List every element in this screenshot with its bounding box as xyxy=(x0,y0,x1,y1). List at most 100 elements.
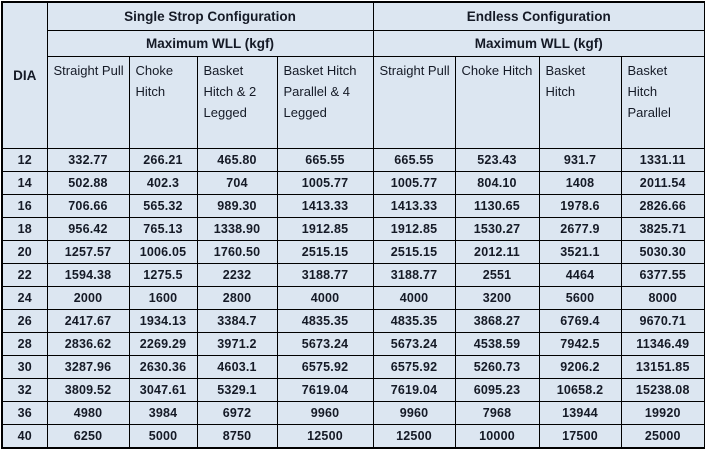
wll-value: 9960 xyxy=(276,401,374,426)
wll-value: 3188.77 xyxy=(276,263,374,288)
table-row: 30 3287.96 2630.36 4603.1 6575.92 6575.92 5260… xyxy=(1,355,705,380)
wll-value: 523.43 xyxy=(454,147,540,173)
col-header-endless-straight-pull: Straight Pull xyxy=(372,56,456,149)
wll-value: 2012.11 xyxy=(454,240,540,265)
wll-value: 3521.1 xyxy=(538,240,622,265)
wll-value: 4538.59 xyxy=(454,332,540,357)
wll-value: 1413.33 xyxy=(372,194,456,219)
wll-value: 1530.27 xyxy=(454,217,540,242)
wll-value: 1006.05 xyxy=(128,240,198,265)
wll-value: 1130.65 xyxy=(454,194,540,219)
wll-value: 7942.5 xyxy=(538,332,622,357)
wll-value: 2011.54 xyxy=(620,171,705,196)
wll-value: 704 xyxy=(196,171,278,196)
table-row: 32 3809.52 3047.61 5329.1 7619.04 7619.04 6095… xyxy=(1,378,705,403)
wll-value: 4000 xyxy=(276,286,374,311)
wll-value: 6575.92 xyxy=(276,355,374,380)
wll-value: 706.66 xyxy=(46,194,130,219)
wll-value: 3287.96 xyxy=(46,355,130,380)
wll-value: 2677.9 xyxy=(538,217,622,242)
wll-value: 3971.2 xyxy=(196,332,278,357)
wll-value: 3825.71 xyxy=(620,217,705,242)
wll-value: 5030.30 xyxy=(620,240,705,265)
wll-value: 5673.24 xyxy=(276,332,374,357)
table-row: 40 6250 5000 8750 12500 12500 10000 17500 25000 xyxy=(1,424,705,449)
section-title-single-strop: Single Strop Configuration xyxy=(46,1,374,31)
dia-value: 22 xyxy=(1,263,48,288)
table-row: 22 1594.38 1275.5 2232 3188.77 3188.77 2551 446… xyxy=(1,263,705,288)
table-row: 26 2417.67 1934.13 3384.7 4835.35 4835.35 3868… xyxy=(1,309,705,334)
table-row: 20 1257.57 1006.05 1760.50 2515.15 2515.15 201… xyxy=(1,240,705,265)
wll-value: 3047.61 xyxy=(128,378,198,403)
table-row: 28 2836.62 2269.29 3971.2 5673.24 5673.24 4538… xyxy=(1,332,705,357)
section-subtitle-row: Maximum WLL (kgf) Maximum WLL (kgf) xyxy=(2,30,705,57)
wll-value: 1934.13 xyxy=(128,309,198,334)
wll-value: 2630.36 xyxy=(128,355,198,380)
col-header-single-straight-pull: Straight Pull xyxy=(46,56,130,149)
wll-value: 804.10 xyxy=(454,171,540,196)
wll-value: 17500 xyxy=(538,424,622,449)
wll-value: 1408 xyxy=(538,171,622,196)
wll-value: 1594.38 xyxy=(46,263,130,288)
dia-value: 26 xyxy=(1,309,48,334)
dia-value: 28 xyxy=(1,332,48,357)
wll-value: 8000 xyxy=(620,286,705,311)
dia-value: 20 xyxy=(1,240,48,265)
subtitle-endless-max-wll: Maximum WLL (kgf) xyxy=(372,30,705,57)
wll-value: 1257.57 xyxy=(46,240,130,265)
wll-value: 5600 xyxy=(538,286,622,311)
wll-value: 6095.23 xyxy=(454,378,540,403)
wll-value: 7968 xyxy=(454,401,540,426)
wll-value: 4000 xyxy=(372,286,456,311)
wll-value: 931.7 xyxy=(538,147,622,173)
wll-value: 2515.15 xyxy=(276,240,374,265)
table-row: 12 332.77 266.21 465.80 665.55 665.55 523.43 93… xyxy=(1,147,705,173)
wll-value: 11346.49 xyxy=(620,332,705,357)
wll-value: 2836.62 xyxy=(46,332,130,357)
wll-value: 1912.85 xyxy=(276,217,374,242)
table-row: 36 4980 3984 6972 9960 9960 7968 13944 19920 xyxy=(1,401,705,426)
wll-value: 9670.71 xyxy=(620,309,705,334)
wll-value: 9960 xyxy=(372,401,456,426)
wll-value: 8750 xyxy=(196,424,278,449)
wll-value: 989.30 xyxy=(196,194,278,219)
wll-value: 2515.15 xyxy=(372,240,456,265)
wll-value: 1760.50 xyxy=(196,240,278,265)
subtitle-single-strop-max-wll: Maximum WLL (kgf) xyxy=(46,30,374,57)
table-header: DIA Single Strop Configuration Endless C… xyxy=(1,1,705,149)
dia-value: 16 xyxy=(1,194,48,219)
wll-value: 2232 xyxy=(196,263,278,288)
dia-value: 40 xyxy=(1,424,48,449)
wll-value: 10658.2 xyxy=(538,378,622,403)
wll-value: 15238.08 xyxy=(620,378,705,403)
col-header-single-basket-hitch-2-legged: Basket Hitch & 2 Legged xyxy=(196,56,278,149)
col-header-endless-choke-hitch: Choke Hitch xyxy=(454,56,540,149)
wll-value: 502.88 xyxy=(46,171,130,196)
wll-value: 4835.35 xyxy=(276,309,374,334)
wll-value: 765.13 xyxy=(128,217,198,242)
wll-value: 6377.55 xyxy=(620,263,705,288)
wll-value: 4835.35 xyxy=(372,309,456,334)
wll-value: 1978.6 xyxy=(538,194,622,219)
wll-value: 13151.85 xyxy=(620,355,705,380)
wll-value: 665.55 xyxy=(372,147,456,173)
wll-value: 402.3 xyxy=(128,171,198,196)
col-header-endless-basket-hitch-parallel: Basket Hitch Parallel xyxy=(620,56,705,149)
wll-value: 10000 xyxy=(454,424,540,449)
col-header-endless-basket-hitch: Basket Hitch xyxy=(538,56,622,149)
wll-value: 6575.92 xyxy=(372,355,456,380)
col-header-single-choke-hitch: Choke Hitch xyxy=(128,56,198,149)
wll-value: 6769.4 xyxy=(538,309,622,334)
wll-value: 2417.67 xyxy=(46,309,130,334)
wll-value: 1005.77 xyxy=(276,171,374,196)
wll-value: 12500 xyxy=(276,424,374,449)
wll-value: 3809.52 xyxy=(46,378,130,403)
table-row: 14 502.88 402.3 704 1005.77 1005.77 804.10 1408… xyxy=(1,171,705,196)
wll-value: 1338.90 xyxy=(196,217,278,242)
wll-value: 1005.77 xyxy=(372,171,456,196)
wll-value: 2551 xyxy=(454,263,540,288)
wll-value: 25000 xyxy=(620,424,705,449)
wll-value: 1912.85 xyxy=(372,217,456,242)
dia-value: 14 xyxy=(1,171,48,196)
dia-value: 12 xyxy=(1,147,48,173)
